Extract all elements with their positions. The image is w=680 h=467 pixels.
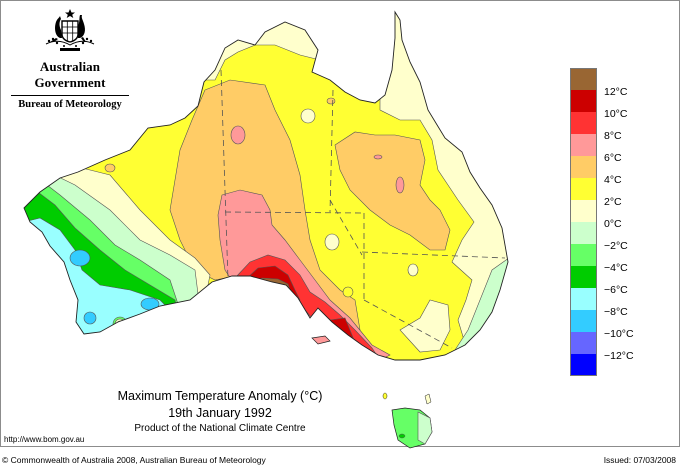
legend-swatch (570, 90, 597, 112)
legend-swatch (570, 134, 597, 156)
agency-name: Bureau of Meteorology (18, 99, 122, 110)
legend-swatch (570, 200, 597, 222)
map-title: Maximum Temperature Anomaly (°C) (117, 389, 323, 403)
legend-tick: 8°C (604, 130, 622, 142)
legend-tick: 12°C (604, 86, 628, 98)
legend-tick: 2°C (604, 196, 622, 208)
legend-swatch (570, 178, 597, 200)
government-name: Australian Government (34, 59, 106, 90)
logo-divider (11, 95, 129, 96)
legend-swatch (570, 68, 597, 90)
legend-swatch (570, 332, 597, 354)
bom-url-link[interactable]: http://www.bom.gov.au (4, 435, 85, 444)
legend-swatch (570, 288, 597, 310)
legend-swatch (570, 354, 597, 376)
legend-tick: −10°C (604, 328, 634, 340)
legend-tick: −6°C (604, 284, 628, 296)
legend-swatch (570, 310, 597, 332)
legend-tick: −4°C (604, 262, 628, 274)
legend-swatch (570, 244, 597, 266)
legend-tick: 4°C (604, 174, 622, 186)
commonwealth-coat-of-arms-icon (45, 9, 95, 51)
legend-swatch (570, 112, 597, 134)
map-credit: Product of the National Climate Centre (134, 423, 306, 434)
legend-swatch (570, 156, 597, 178)
legend-tick: −8°C (604, 306, 628, 318)
legend-tick: −12°C (604, 350, 634, 362)
legend-tick: 0°C (604, 218, 622, 230)
legend-tick: 6°C (604, 152, 622, 164)
legend-tick: −2°C (604, 240, 628, 252)
map-date: 19th January 1992 (168, 406, 272, 420)
bom-logo: Australian Government Bureau of Meteorol… (6, 8, 134, 110)
legend-swatch (570, 222, 597, 244)
legend-swatch (570, 266, 597, 288)
issued-date: Issued: 07/03/2008 (603, 455, 676, 465)
copyright-text: © Commonwealth of Australia 2008, Austra… (2, 455, 266, 465)
legend-tick: 10°C (604, 108, 628, 120)
